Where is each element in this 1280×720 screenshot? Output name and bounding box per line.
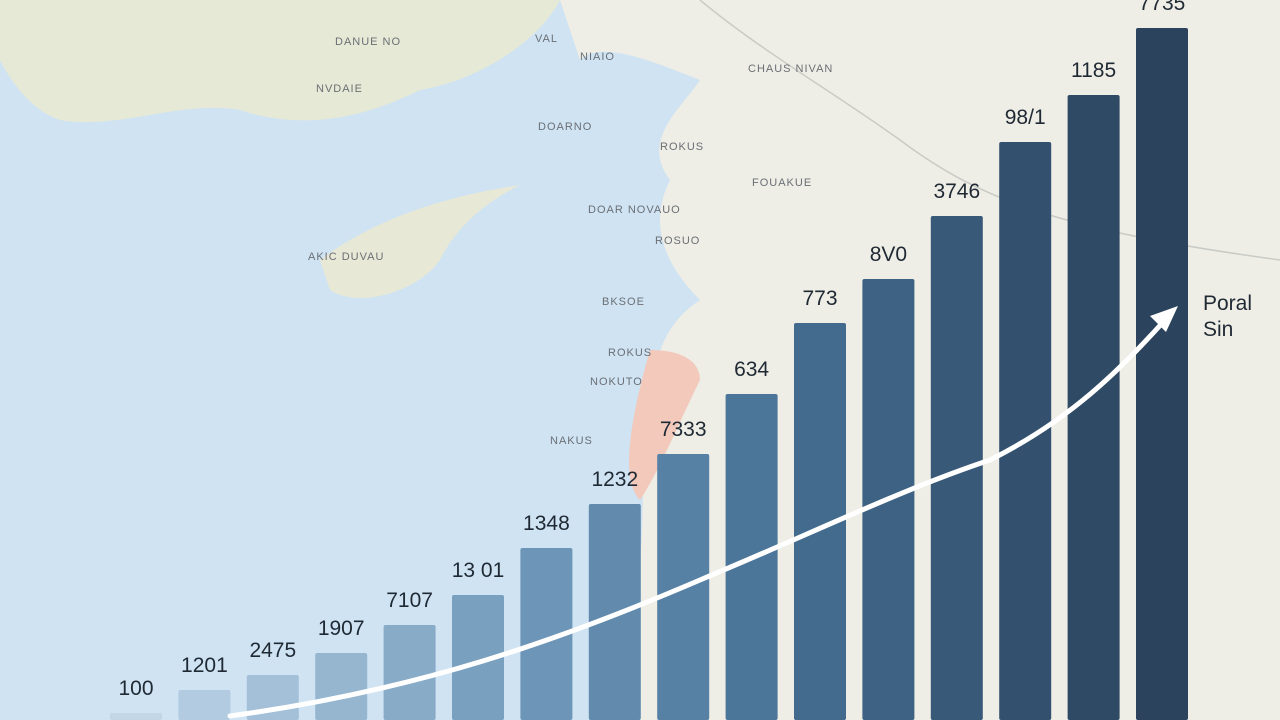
value-label: 8V0 [870,243,907,266]
map-label: DANUE NO [335,36,401,48]
trend-arrow [227,317,1168,719]
map-label: ROSUO [655,235,700,247]
value-label: 2475 [249,639,296,662]
value-label: 1232 [591,468,638,491]
value-label: 98/1 [1005,106,1046,129]
value-label: 7735 [1139,0,1186,15]
map-label: DOAR NOVAUO [588,204,681,216]
map-label: AKIC DUVAU [308,251,384,263]
map-label: CHAUS NIVAN [748,63,833,75]
bar [178,690,231,720]
value-label: 1907 [318,617,365,640]
bar [588,504,641,720]
value-label: 3746 [933,180,980,203]
map-label: BKSOE [602,296,645,308]
value-label: 634 [734,358,769,381]
bar [1067,95,1120,720]
value-label: 773 [802,287,837,310]
bar [520,548,573,720]
bar [452,595,504,720]
bar [110,713,162,720]
value-label: 1185 [1071,59,1116,82]
bar [794,323,846,720]
arrow-head [1150,306,1178,332]
map-label: ROKUS [660,141,704,153]
map-label: FOUAKUE [752,177,812,189]
map-label: NAKUS [550,435,593,447]
land-north [0,0,560,123]
value-label: 1348 [523,512,570,535]
map-label: VAL [535,33,558,45]
map-label: NIAIO [580,51,615,63]
bar [999,142,1052,720]
annotation: Poral [1203,292,1252,315]
island [320,185,520,299]
bar [930,216,983,720]
bar [1136,28,1188,720]
value-label: 1201 [181,654,228,677]
highlight-region [629,350,700,500]
map-label: NOKUTO [590,376,643,388]
annotation: Sin [1203,318,1233,341]
value-label: 7107 [386,589,433,612]
border [699,0,1280,261]
value-label: 13 01 [452,559,505,582]
value-label: 100 [118,677,153,700]
bar [383,625,436,720]
bar [315,653,368,720]
map-label: NVDAIE [316,83,363,95]
map-label: ROKUS [608,347,652,359]
value-label: 7333 [660,418,707,441]
map-label: DOARNO [538,121,592,133]
